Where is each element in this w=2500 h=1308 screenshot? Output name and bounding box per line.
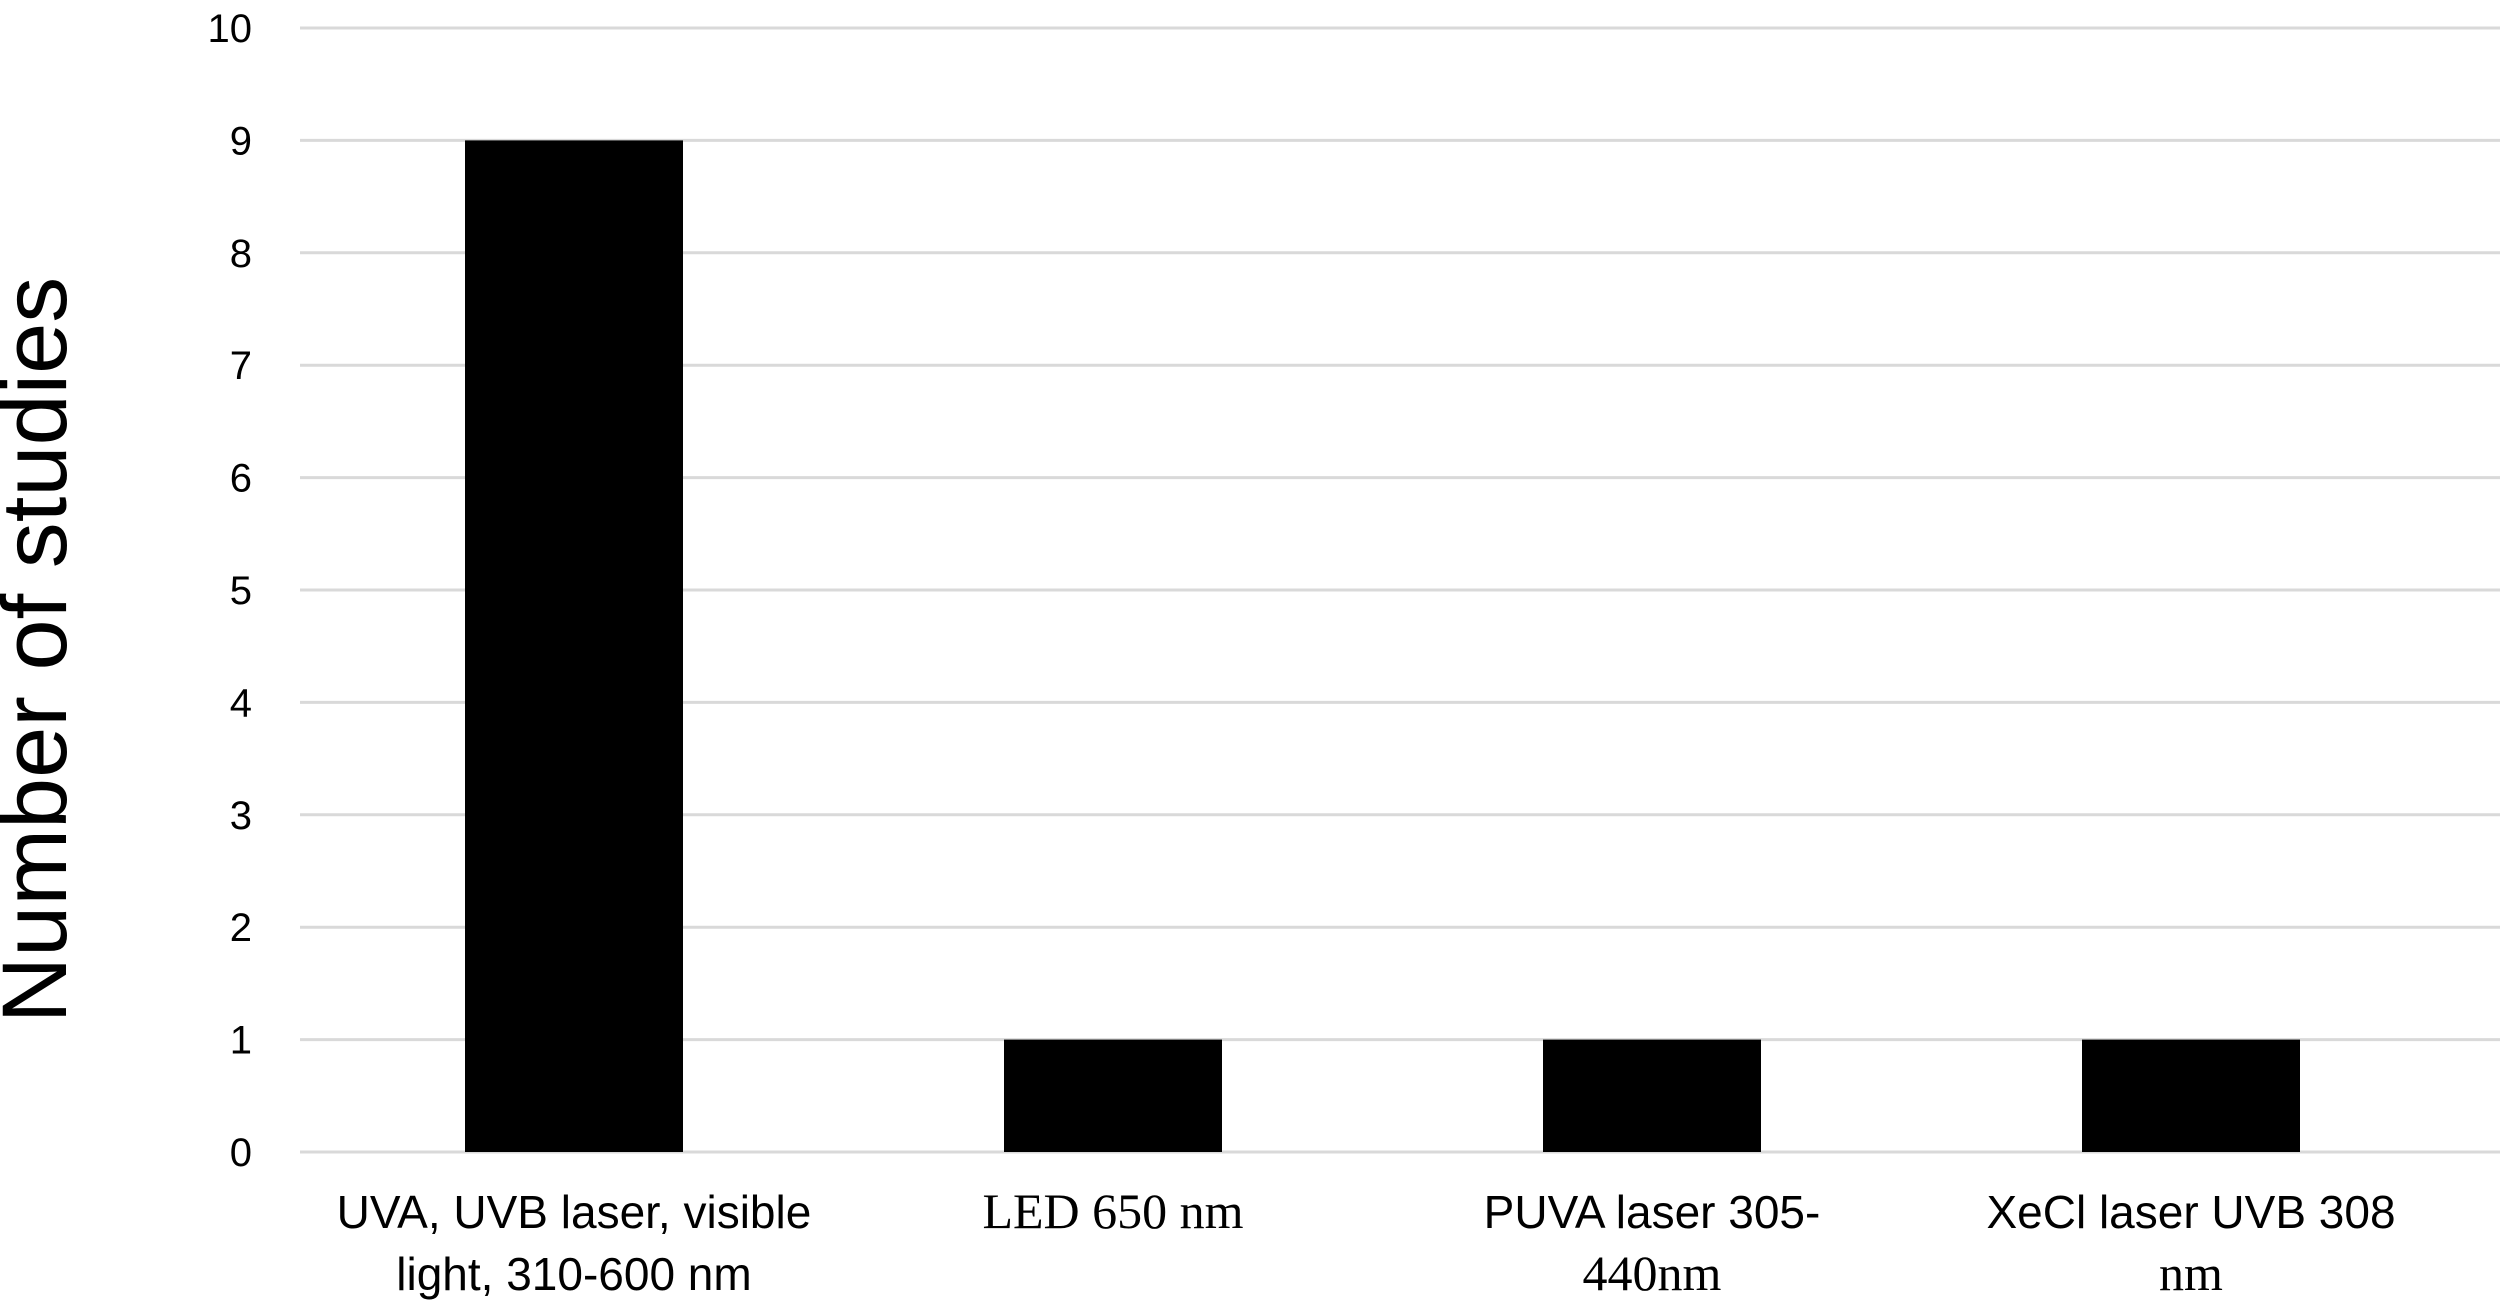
y-tick-label: 10: [208, 7, 253, 51]
y-tick-label: 8: [230, 232, 252, 276]
x-tick-label: XeCl laser UVB 308 nm: [1986, 1186, 2395, 1301]
y-tick-label: 4: [230, 681, 252, 725]
x-tick-label-line: LED 650 nm: [982, 1183, 1243, 1239]
y-tick-label: 7: [230, 344, 252, 388]
x-tick-label-line: XeCl laser UVB 308: [1986, 1186, 2395, 1238]
x-tick-label-line: 440nm: [1583, 1245, 1722, 1301]
x-tick-label-line: UVA, UVB laser, visible: [337, 1186, 812, 1238]
y-tick-label: 0: [230, 1131, 252, 1175]
y-tick-labels: 0 1 2 3 4 5 6 7 8 9 10: [208, 7, 253, 1175]
y-axis-label: Number of studies: [0, 277, 86, 1024]
y-tick-label: 1: [230, 1019, 252, 1063]
y-tick-label: 9: [230, 119, 252, 163]
x-tick-label-line: nm: [2159, 1245, 2223, 1301]
bar: [465, 140, 683, 1152]
bars-layer: [465, 140, 2300, 1152]
y-tick-label: 6: [230, 457, 252, 501]
x-tick-label: PUVA laser 305- 440nm: [1484, 1186, 1821, 1301]
x-tick-label-line: light, 310-600 nm: [396, 1248, 751, 1300]
bar: [1543, 1039, 1761, 1152]
x-tick-label-line: PUVA laser 305-: [1484, 1186, 1821, 1238]
y-tick-label: 2: [230, 906, 252, 950]
y-tick-label: 5: [230, 569, 252, 613]
bar: [1004, 1039, 1222, 1152]
y-tick-label: 3: [230, 794, 252, 838]
x-tick-label: LED 650 nm: [982, 1183, 1243, 1239]
bar: [2082, 1039, 2300, 1152]
x-tick-labels: UVA, UVB laser, visible light, 310-600 nm…: [337, 1183, 2396, 1301]
x-tick-label: UVA, UVB laser, visible light, 310-600 nm: [337, 1186, 812, 1300]
